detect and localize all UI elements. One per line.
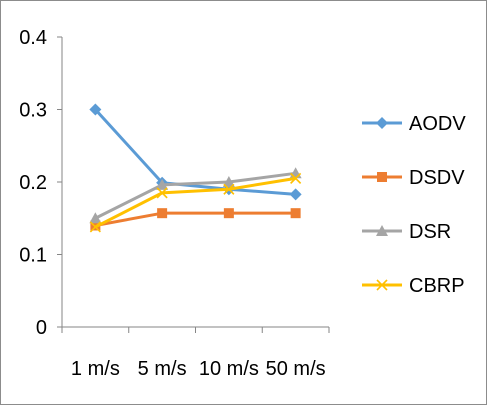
series-dsdv	[90, 208, 301, 231]
series-line-aodv	[94, 108, 296, 196]
legend-marker	[376, 279, 388, 291]
x-tick-label: 1 m/s	[71, 358, 120, 380]
series-lines	[89, 103, 302, 233]
data-point-cbrp	[223, 183, 235, 195]
y-tick-labels: 0 0.1 0.2 0.3 0.4	[19, 27, 62, 339]
data-point-dsr	[156, 178, 169, 190]
y-tick-label: 0.3	[19, 100, 47, 122]
legend-marker	[377, 172, 387, 182]
x-tick-labels: 1 m/s 5 m/s 10 m/s 50 m/s	[61, 327, 330, 380]
data-point-dsr	[89, 212, 102, 224]
data-point-cbrp	[156, 187, 168, 199]
legend-item-dsr: DSR	[362, 221, 451, 243]
y-tick-label: 0	[36, 317, 47, 339]
y-tick-label: 0.4	[19, 27, 47, 49]
series-line-cbrp	[94, 176, 296, 229]
legend: AODV DSDV DSR CBRP	[362, 113, 466, 297]
legend-label: DSR	[409, 221, 451, 243]
x-tick-label: 10 m/s	[199, 358, 259, 380]
series-line-dsdv	[95, 211, 296, 227]
legend-label: DSDV	[409, 167, 465, 189]
legend-label: CBRP	[409, 275, 465, 297]
data-point-aodv	[89, 103, 102, 116]
legend-item-cbrp: CBRP	[362, 275, 465, 297]
y-tick-label: 0.2	[19, 172, 47, 194]
data-point-dsdv	[290, 208, 301, 219]
x-tick-label: 50 m/s	[266, 358, 326, 380]
data-point-dsr	[222, 176, 235, 187]
series-line-dsr	[94, 171, 296, 220]
y-tick-label: 0.1	[19, 245, 47, 267]
series-cbrp	[89, 172, 302, 233]
data-point-cbrp	[290, 172, 302, 184]
legend-item-aodv: AODV	[362, 113, 466, 135]
legend-label: AODV	[409, 113, 466, 135]
data-point-cbrp	[89, 221, 101, 233]
x-tick-label: 5 m/s	[138, 358, 187, 380]
series-aodv	[89, 103, 302, 201]
data-point-dsdv	[157, 208, 168, 219]
legend-marker	[376, 117, 388, 129]
data-point-aodv	[289, 188, 302, 201]
legend-item-dsdv: DSDV	[362, 167, 465, 189]
data-point-dsdv	[223, 208, 234, 219]
legend-marker	[376, 225, 388, 236]
